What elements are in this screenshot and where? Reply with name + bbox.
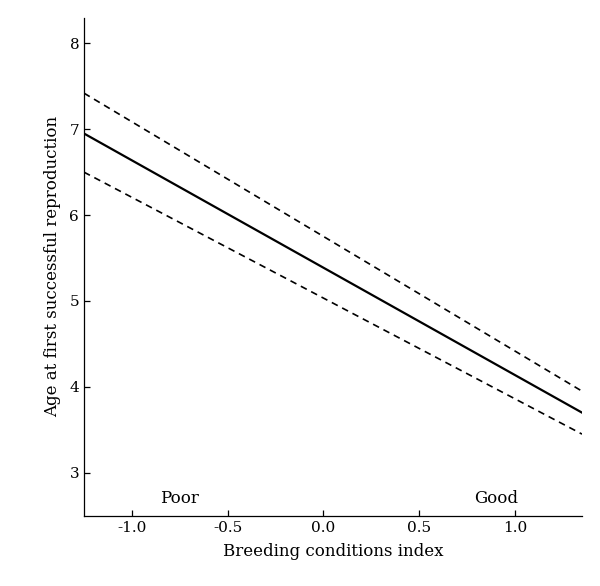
Text: Poor: Poor	[160, 490, 199, 507]
Text: Good: Good	[474, 490, 518, 507]
Y-axis label: Age at first successful reproduction: Age at first successful reproduction	[44, 116, 61, 417]
X-axis label: Breeding conditions index: Breeding conditions index	[223, 543, 443, 560]
